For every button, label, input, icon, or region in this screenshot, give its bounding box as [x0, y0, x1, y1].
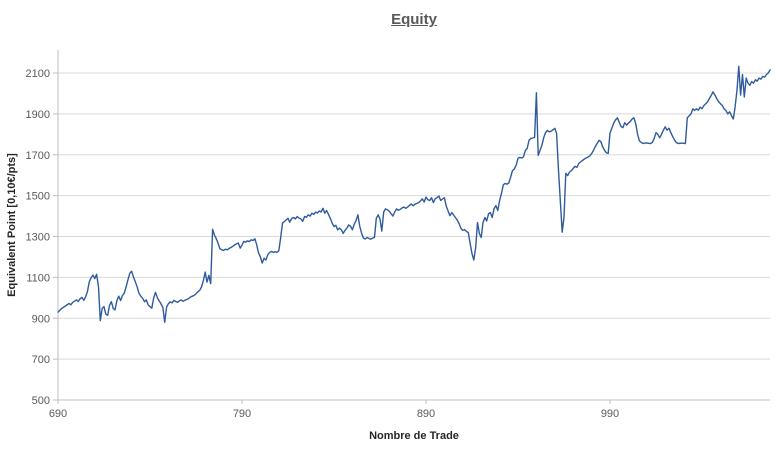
y-tick-label: 1100 — [26, 272, 50, 284]
x-axis-title: Nombre de Trade — [369, 430, 459, 442]
tick-labels: 500 700 900 1100 1300 1500 1700 1900 2100 690 790 8… — [26, 68, 620, 420]
equity-series — [57, 65, 771, 323]
x-tick-label: 990 — [601, 408, 619, 420]
chart-title: Equity — [391, 11, 437, 28]
gridlines — [58, 72, 770, 360]
x-tick-label: 690 — [49, 408, 67, 420]
y-tick-label: 1700 — [26, 150, 50, 162]
x-tick-label: 890 — [417, 408, 435, 420]
y-tick-label: 1500 — [26, 191, 50, 203]
y-tick-label: 2100 — [26, 68, 50, 80]
x-tick-label: 790 — [233, 408, 251, 420]
y-tick-label: 1900 — [26, 109, 50, 121]
y-tick-label: 500 — [32, 395, 50, 407]
axes — [53, 50, 770, 404]
y-tick-label: 900 — [32, 313, 50, 325]
y-tick-label: 700 — [32, 354, 50, 366]
y-axis-title: Equivalent Point [0,10€/pts] — [6, 153, 18, 297]
equity-line — [57, 65, 771, 323]
y-tick-label: 1300 — [26, 232, 50, 244]
